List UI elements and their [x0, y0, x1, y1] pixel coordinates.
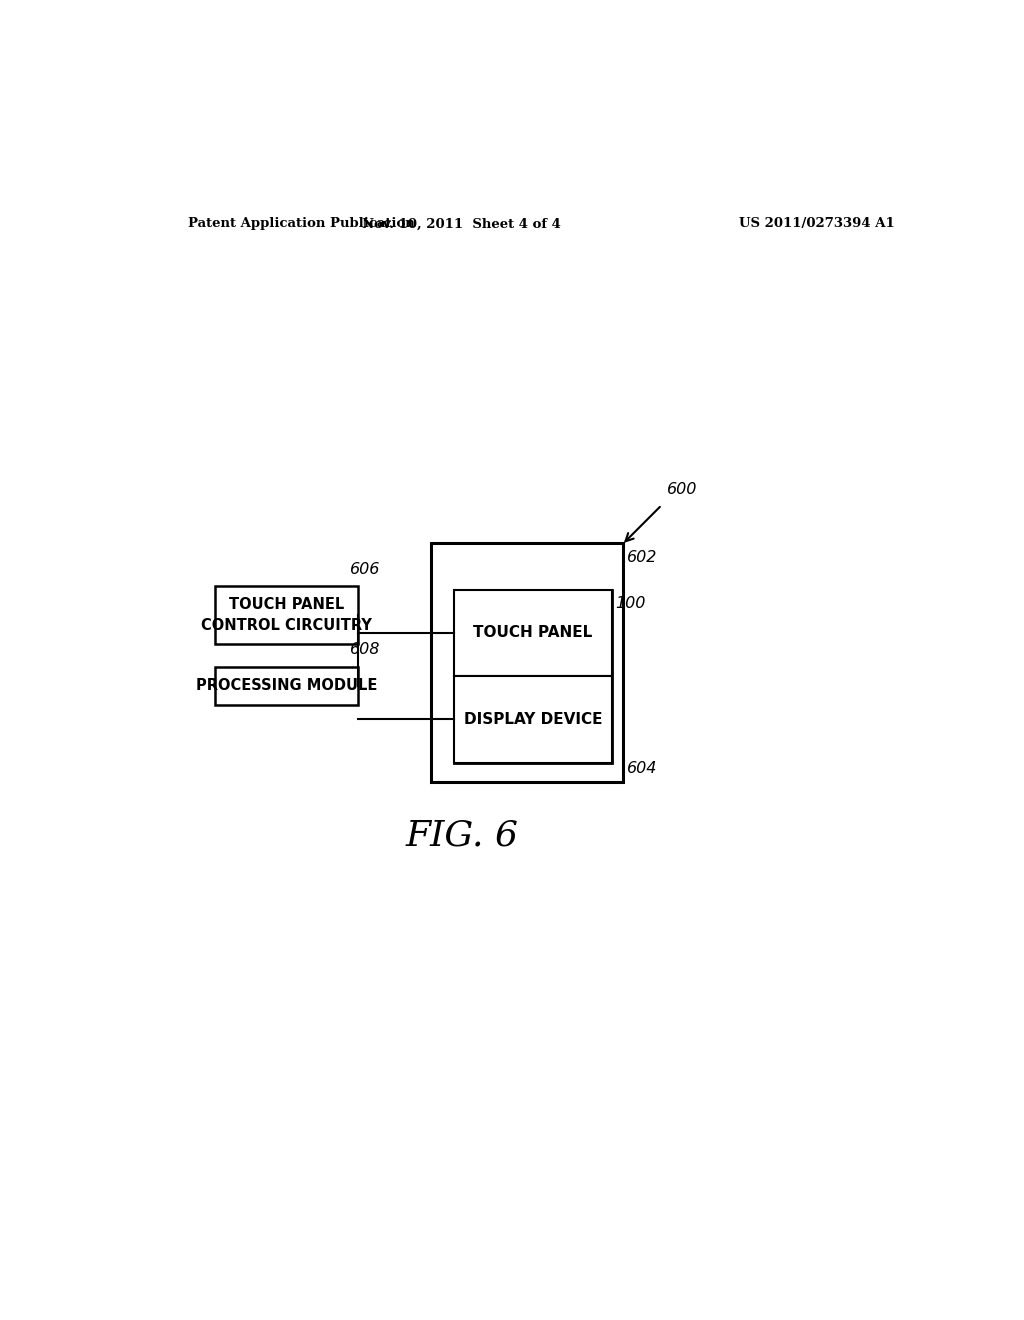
Text: TOUCH PANEL
CONTROL CIRCUITRY: TOUCH PANEL CONTROL CIRCUITRY: [201, 597, 372, 632]
Text: PROCESSING MODULE: PROCESSING MODULE: [196, 678, 377, 693]
Text: Patent Application Publication: Patent Application Publication: [188, 218, 415, 231]
Bar: [454, 590, 611, 763]
Text: 602: 602: [628, 549, 657, 565]
Text: 600: 600: [668, 482, 697, 498]
Bar: [215, 667, 357, 705]
Text: TOUCH PANEL: TOUCH PANEL: [473, 626, 593, 640]
Text: US 2011/0273394 A1: US 2011/0273394 A1: [739, 218, 895, 231]
Text: 604: 604: [628, 760, 657, 776]
Text: DISPLAY DEVICE: DISPLAY DEVICE: [464, 711, 602, 727]
Text: 100: 100: [615, 595, 646, 611]
Text: FIG. 6: FIG. 6: [406, 818, 518, 853]
Bar: [431, 544, 624, 781]
Bar: [454, 590, 611, 676]
Text: 608: 608: [350, 643, 380, 657]
Bar: [215, 586, 357, 644]
Bar: [454, 676, 611, 763]
Text: Nov. 10, 2011  Sheet 4 of 4: Nov. 10, 2011 Sheet 4 of 4: [362, 218, 561, 231]
Text: 606: 606: [350, 561, 380, 577]
